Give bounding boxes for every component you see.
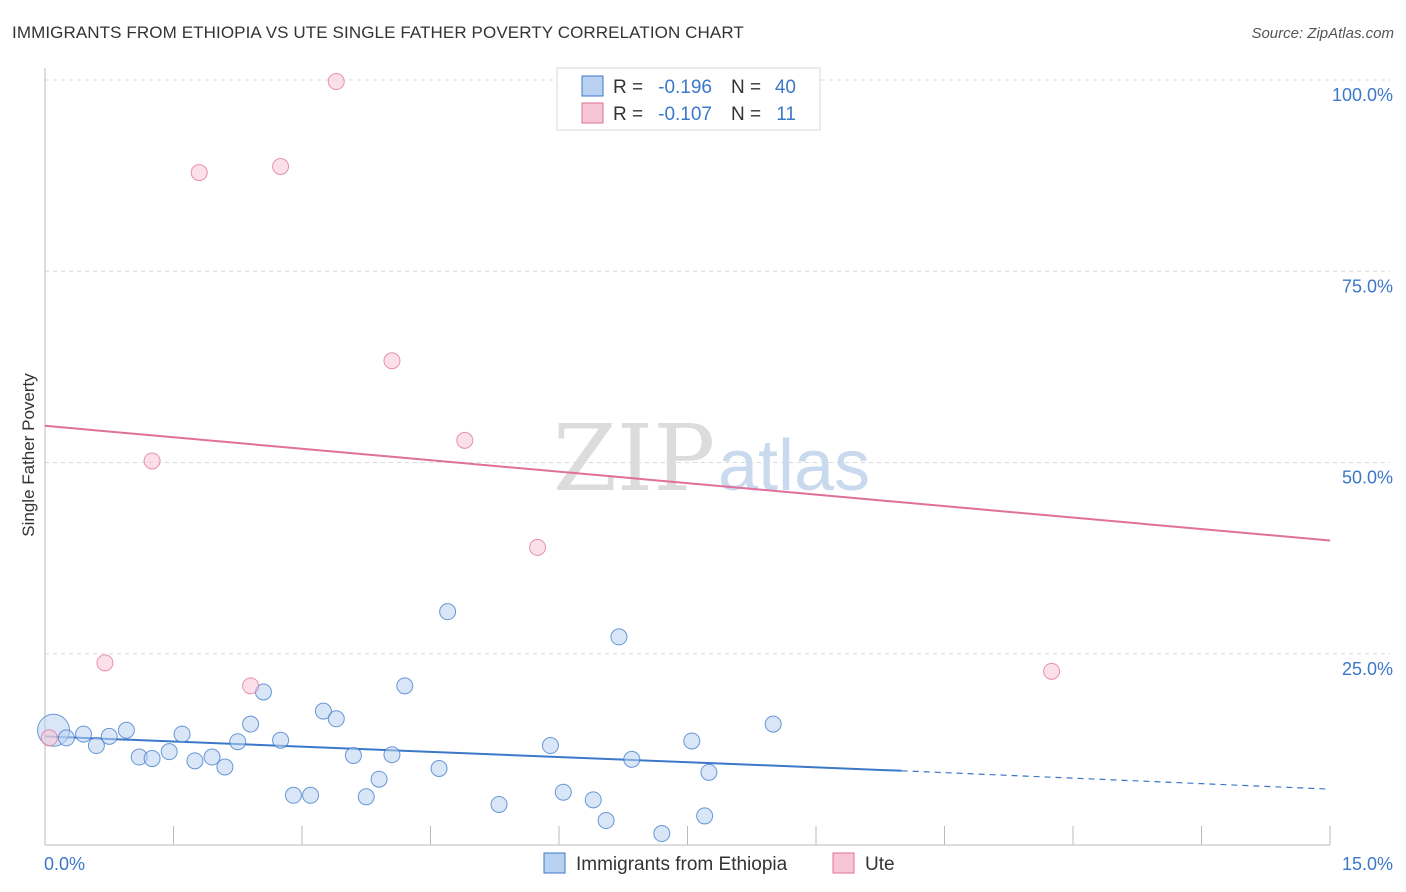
data-point xyxy=(272,731,290,749)
legend-swatch xyxy=(581,75,604,97)
data-point xyxy=(554,783,572,801)
legend-n-label: N = xyxy=(731,77,761,98)
data-point xyxy=(57,729,75,747)
trendline xyxy=(44,424,1331,542)
watermark-zip: ZIP xyxy=(553,405,715,512)
data-point xyxy=(430,760,448,777)
data-point xyxy=(302,786,320,804)
data-point xyxy=(396,677,414,695)
legend-n-value: 40 xyxy=(775,77,796,98)
data-point xyxy=(696,807,714,825)
tick-labels: 25.0% 50.0% 75.0% 100.0% 0.0% 15.0% xyxy=(44,85,1393,874)
data-point xyxy=(1043,662,1061,680)
data-point xyxy=(327,73,345,91)
data-point xyxy=(370,770,388,788)
legend-swatch xyxy=(543,852,566,874)
data-point xyxy=(344,746,362,764)
data-points xyxy=(37,73,1061,843)
data-point xyxy=(439,603,457,621)
data-point xyxy=(584,791,602,809)
x-tick-label: 0.0% xyxy=(44,854,85,874)
x-tick-label: 15.0% xyxy=(1342,854,1393,874)
trendlines xyxy=(44,424,1331,790)
data-point xyxy=(383,746,401,764)
legend-r-value: -0.107 xyxy=(658,104,712,125)
data-point xyxy=(610,628,628,646)
data-point xyxy=(40,729,58,747)
data-point xyxy=(173,725,191,743)
trendline-extension xyxy=(901,770,1331,790)
data-point xyxy=(383,352,401,370)
legend-r-value: -0.196 xyxy=(658,77,712,98)
data-point xyxy=(284,786,302,804)
data-point xyxy=(143,452,161,470)
legend-label: Ute xyxy=(865,854,895,875)
data-point xyxy=(75,725,93,743)
data-point xyxy=(242,715,260,733)
data-point xyxy=(653,825,671,843)
legend-label: Immigrants from Ethiopia xyxy=(576,854,788,875)
data-point xyxy=(87,737,105,755)
data-point xyxy=(242,677,260,695)
grid-lines xyxy=(45,79,1390,655)
legend-r-label: R = xyxy=(613,104,643,125)
data-point xyxy=(764,715,782,733)
data-point xyxy=(597,812,615,830)
legend-n-value: 11 xyxy=(776,104,796,125)
data-point xyxy=(327,710,345,728)
y-axis-label: Single Father Poverty xyxy=(19,373,38,537)
data-point xyxy=(683,732,701,750)
y-tick-label: 100.0% xyxy=(1332,85,1393,105)
source-label: Source: ZipAtlas.com xyxy=(1251,25,1394,42)
data-point xyxy=(160,743,178,761)
data-point xyxy=(357,788,375,806)
data-point xyxy=(490,795,508,813)
data-point xyxy=(190,164,208,182)
trendline xyxy=(44,735,902,772)
legend-correlation: R = -0.196 N = 40 R = -0.107 N = 11 xyxy=(556,67,821,131)
legend-swatch xyxy=(832,852,855,874)
data-point xyxy=(272,157,290,175)
data-point xyxy=(456,431,474,449)
data-point xyxy=(96,654,114,672)
legend-n-label: N = xyxy=(731,104,761,125)
data-point xyxy=(700,763,718,781)
data-point xyxy=(314,702,332,720)
data-point xyxy=(229,733,247,751)
data-point xyxy=(203,748,221,766)
data-point xyxy=(541,737,559,755)
y-tick-label: 25.0% xyxy=(1342,659,1393,679)
watermark: ZIP atlas xyxy=(553,405,870,512)
y-tick-label: 50.0% xyxy=(1342,468,1393,488)
data-point xyxy=(186,752,204,770)
legend-r-label: R = xyxy=(613,77,643,98)
legend-series: Immigrants from Ethiopia Ute xyxy=(543,852,895,875)
data-point xyxy=(216,758,234,776)
data-point xyxy=(117,721,135,739)
data-point xyxy=(623,750,641,768)
data-point xyxy=(100,727,118,745)
axes xyxy=(44,68,1331,846)
watermark-atlas: atlas xyxy=(718,426,870,506)
data-point xyxy=(529,538,547,556)
data-point xyxy=(143,750,161,768)
y-tick-label: 75.0% xyxy=(1342,276,1393,296)
legend-swatch xyxy=(581,102,604,124)
chart-title: IMMIGRANTS FROM ETHIOPIA VS UTE SINGLE F… xyxy=(12,23,744,42)
